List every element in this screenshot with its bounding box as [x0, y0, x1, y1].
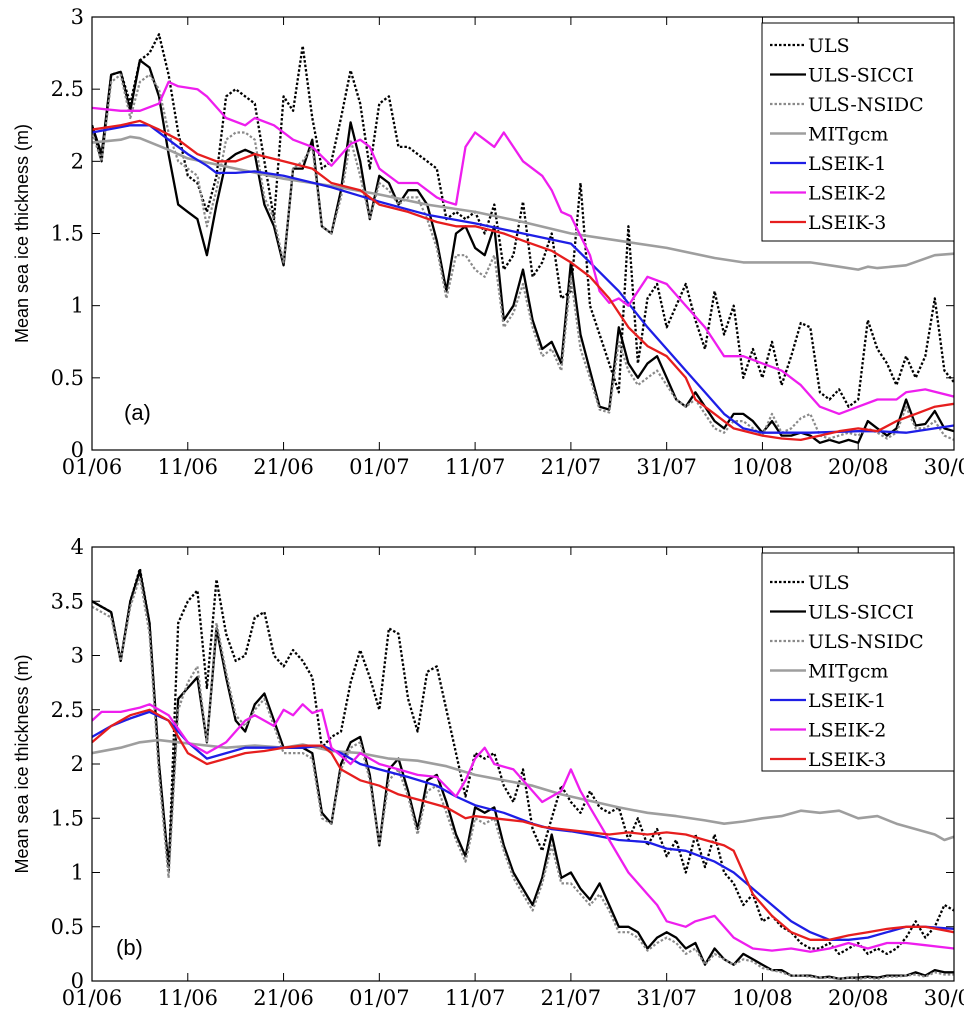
y-tick-label: 2 — [71, 149, 84, 173]
x-tick-label: 01/07 — [349, 986, 410, 1010]
series-line-uls — [92, 567, 954, 956]
series-line-mitgcm — [92, 135, 954, 271]
x-tick-label: 20/08 — [828, 986, 889, 1010]
legend-label: ULS — [808, 572, 850, 594]
series-line-uls-sicci — [92, 569, 954, 980]
y-tick-label: 3 — [71, 644, 84, 668]
legend-label: LSEIK-2 — [808, 183, 886, 205]
y-tick-label: 0 — [71, 969, 84, 993]
legend: ULS ULS-SICCI ULS-NSIDC MITgcm LSEIK-1 LSEIK-… — [761, 552, 955, 772]
series-line-lseik-3 — [92, 119, 954, 442]
series-group — [92, 567, 954, 980]
x-tick-label: 10/08 — [732, 455, 793, 479]
legend-label: ULS — [808, 35, 850, 57]
y-axis-label: Mean sea ice thickness (m) — [12, 124, 32, 343]
x-tick-label: 01/07 — [349, 455, 410, 479]
legend-label: MITgcm — [808, 124, 888, 146]
series-group — [92, 33, 954, 444]
legend-box — [761, 22, 955, 242]
legend-label: LSEIK-3 — [808, 749, 886, 771]
x-tick-label: 11/06 — [158, 455, 219, 479]
y-tick-label: 3.5 — [51, 589, 84, 613]
legend-label: LSEIK-2 — [808, 720, 886, 742]
chart-panel-b: 0 0.5 1 1.5 2 2.5 3 3.5 4 01/06 11/06 21/06 01/07 11/… — [12, 535, 964, 1010]
series-line-uls-nsidc — [92, 576, 954, 980]
x-tick-label: 21/07 — [541, 986, 602, 1010]
y-axis-label: Mean sea ice thickness (m) — [12, 654, 32, 873]
y-tick-label: 0.5 — [51, 366, 84, 390]
x-tick-label: 01/06 — [62, 986, 123, 1010]
x-tick-label: 31/07 — [636, 455, 697, 479]
x-tick-label: 20/08 — [828, 455, 889, 479]
legend-label: LSEIK-1 — [808, 153, 886, 175]
y-tick-label: 1 — [71, 861, 84, 885]
x-tick-label: 21/06 — [253, 455, 314, 479]
x-tick-label: 21/07 — [541, 455, 602, 479]
x-tick-label: 11/07 — [445, 455, 506, 479]
chart-panel-a: 0 0.5 1 1.5 2 2.5 3 01/06 11/06 21/06 01/07 11/07 21… — [12, 5, 964, 479]
legend-label: ULS-SICCI — [808, 602, 914, 624]
x-tick-label: 01/06 — [62, 455, 123, 479]
series-line-uls-sicci — [92, 59, 954, 444]
panel-label: (a) — [124, 400, 151, 425]
y-tick-label: 2 — [71, 752, 84, 776]
y-tick-label: 0 — [71, 438, 84, 462]
legend-label: ULS-NSIDC — [808, 94, 924, 116]
y-tick-label: 4 — [71, 535, 84, 559]
series-line-uls-nsidc — [92, 73, 954, 441]
x-tick-label: 30/08 — [924, 986, 964, 1010]
legend-label: LSEIK-1 — [808, 690, 886, 712]
y-tick-label: 2.5 — [51, 698, 84, 722]
series-line-lseik-2 — [92, 80, 954, 416]
x-tick-label: 21/06 — [253, 986, 314, 1010]
legend-box — [761, 552, 955, 772]
x-tick-label: 31/07 — [636, 986, 697, 1010]
y-tick-label: 1.5 — [51, 222, 84, 246]
legend: ULS ULS-SICCI ULS-NSIDC MITgcm LSEIK-1 LSEIK-… — [761, 22, 955, 242]
y-tick-label: 1.5 — [51, 806, 84, 830]
y-tick-label: 2.5 — [51, 77, 84, 101]
y-tick-label: 3 — [71, 5, 84, 29]
series-line-lseik-1 — [92, 124, 954, 434]
x-tick-label: 11/07 — [445, 986, 506, 1010]
series-line-mitgcm — [92, 738, 954, 842]
legend-label: LSEIK-3 — [808, 212, 886, 234]
legend-label: ULS-SICCI — [808, 65, 914, 87]
legend-label: ULS-NSIDC — [808, 631, 924, 653]
panel-label: (b) — [116, 935, 143, 960]
x-tick-label: 10/08 — [732, 986, 793, 1010]
x-tick-label: 11/06 — [158, 986, 219, 1010]
x-tick-label: 30/08 — [924, 455, 964, 479]
series-line-lseik-3 — [92, 708, 954, 941]
series-line-lseik-2 — [92, 703, 954, 953]
legend-label: MITgcm — [808, 661, 888, 683]
y-tick-label: 0.5 — [51, 915, 84, 939]
y-tick-label: 1 — [71, 294, 84, 318]
